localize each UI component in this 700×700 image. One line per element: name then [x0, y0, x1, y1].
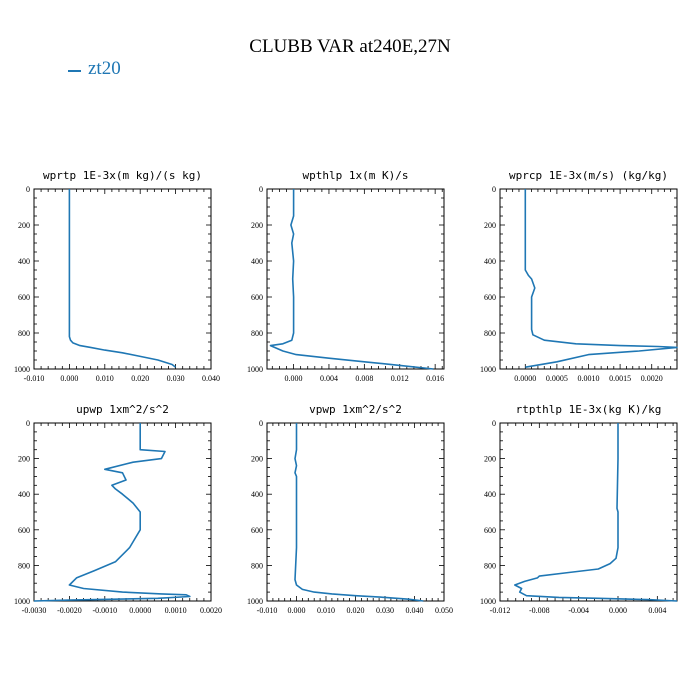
y-tick-label: 400: [18, 257, 30, 266]
x-tick-label: 0.0015: [609, 374, 631, 383]
x-tick-label: 0.000: [609, 606, 627, 615]
y-tick-label: 0: [259, 419, 263, 428]
y-tick-label: 600: [251, 293, 263, 302]
y-tick-label: 1000: [247, 597, 263, 606]
y-tick-label: 800: [18, 561, 30, 570]
panel-title: wprtp 1E-3x(m kg)/(s kg): [43, 169, 202, 182]
y-tick-label: 0: [492, 419, 496, 428]
y-tick-label: 0: [492, 185, 496, 194]
plot-frame: [499, 422, 678, 602]
plot-frame: [33, 188, 212, 370]
panel-2: wpthlp 1x(m K)/s 0 200 400 600 800 1000 0.000 0.…: [247, 169, 445, 383]
x-tick-label: 0.0020: [200, 606, 222, 615]
x-tick-label: 0.000: [60, 374, 78, 383]
panel-title: wprcp 1E-3x(m/s) (kg/kg): [509, 169, 668, 182]
x-tick-label: 0.012: [391, 374, 409, 383]
series-line-zt20: [33, 423, 191, 602]
y-tick-label: 400: [251, 490, 263, 499]
x-tick-label: 0.020: [347, 606, 365, 615]
y-tick-label: 200: [18, 455, 30, 464]
y-tick-label: 200: [251, 455, 263, 464]
y-tick-label: 400: [484, 490, 496, 499]
series-line-zt20: [68, 189, 177, 368]
y-tick-label: 400: [18, 490, 30, 499]
y-tick-label: 800: [251, 561, 263, 570]
y-tick-label: 0: [26, 185, 30, 194]
x-tick-label: 0.050: [435, 606, 453, 615]
y-tick-label: 600: [484, 293, 496, 302]
legend-swatch: [68, 70, 81, 72]
x-tick-label: 0.004: [648, 606, 666, 615]
panel-title: rtpthlp 1E-3x(kg K)/kg: [516, 403, 662, 416]
x-tick-label: -0.0030: [22, 606, 47, 615]
legend-label: zt20: [88, 58, 121, 79]
y-tick-label: 1000: [247, 365, 263, 374]
y-tick-label: 0: [26, 419, 30, 428]
y-tick-label: 400: [484, 257, 496, 266]
y-tick-label: 600: [484, 526, 496, 535]
x-tick-label: -0.012: [490, 606, 511, 615]
x-tick-label: 0.0005: [546, 374, 568, 383]
x-tick-label: 0.010: [96, 374, 114, 383]
panel-6: rtpthlp 1E-3x(kg K)/kg02004006008001000-…: [480, 403, 678, 615]
y-tick-label: 400: [251, 257, 263, 266]
x-tick-label: -0.0020: [57, 606, 82, 615]
y-tick-label: 0: [259, 185, 263, 194]
y-tick-label: 1000: [14, 365, 30, 374]
y-tick-label: 800: [484, 329, 496, 338]
panel-1: wprtp 1E-3x(m kg)/(s kg) 0 200 400 600 800 100…: [14, 169, 220, 383]
panel-title: wpthlp 1x(m K)/s: [303, 169, 409, 182]
panel-4: upwp 1xm^2/s^2 0 200 400 600 800 1000-0.0030 -0…: [14, 403, 222, 615]
series-line-zt20: [524, 189, 678, 368]
x-tick-label: 0.008: [355, 374, 373, 383]
series-line-zt20: [513, 423, 678, 602]
plot-frame: [33, 422, 212, 602]
x-tick-label: -0.010: [24, 374, 45, 383]
x-tick-label: -0.0010: [92, 606, 117, 615]
panel-5: vpwp 1xm^2/s^2 0 200 400 600 800 1000-0.010 0.0…: [247, 403, 453, 615]
panel-title: vpwp 1xm^2/s^2: [309, 403, 402, 416]
x-tick-label: 0.0000: [514, 374, 536, 383]
figure-title: CLUBB VAR at240E,27N: [249, 36, 451, 57]
x-tick-label: -0.010: [257, 606, 278, 615]
x-tick-label: -0.004: [568, 606, 589, 615]
y-tick-label: 200: [484, 221, 496, 230]
x-tick-label: 0.0010: [165, 606, 187, 615]
y-tick-label: 800: [18, 329, 30, 338]
y-tick-label: 200: [484, 455, 496, 464]
x-tick-label: 0.004: [320, 374, 338, 383]
series-line-zt20: [294, 423, 424, 602]
x-tick-label: 0.0020: [641, 374, 663, 383]
y-tick-label: 600: [251, 526, 263, 535]
x-tick-label: 0.000: [285, 374, 303, 383]
x-tick-label: 0.030: [376, 606, 394, 615]
plot-frame: [266, 422, 445, 602]
x-tick-label: 0.040: [406, 606, 424, 615]
x-tick-label: -0.008: [529, 606, 550, 615]
x-tick-label: 0.000: [288, 606, 306, 615]
x-tick-label: 0.0010: [578, 374, 600, 383]
plot-frame: [499, 188, 678, 370]
x-tick-label: 0.030: [167, 374, 185, 383]
y-tick-label: 200: [251, 221, 263, 230]
x-tick-label: 0.010: [317, 606, 335, 615]
series-line-zt20: [269, 189, 434, 370]
x-tick-label: 0.0000: [129, 606, 151, 615]
y-tick-label: 800: [251, 329, 263, 338]
y-tick-label: 600: [18, 293, 30, 302]
panel-title: upwp 1xm^2/s^2: [76, 403, 169, 416]
x-tick-label: 0.040: [202, 374, 220, 383]
y-tick-label: 200: [18, 221, 30, 230]
y-tick-label: 1000: [480, 597, 496, 606]
y-tick-label: 1000: [480, 365, 496, 374]
y-tick-label: 600: [18, 526, 30, 535]
y-tick-label: 1000: [14, 597, 30, 606]
panel-3: wprcp 1E-3x(m/s) (kg/kg) 0 200 400 600 800 100…: [480, 169, 678, 383]
y-tick-label: 800: [484, 561, 496, 570]
x-tick-label: 0.020: [131, 374, 149, 383]
x-tick-label: 0.016: [426, 374, 444, 383]
